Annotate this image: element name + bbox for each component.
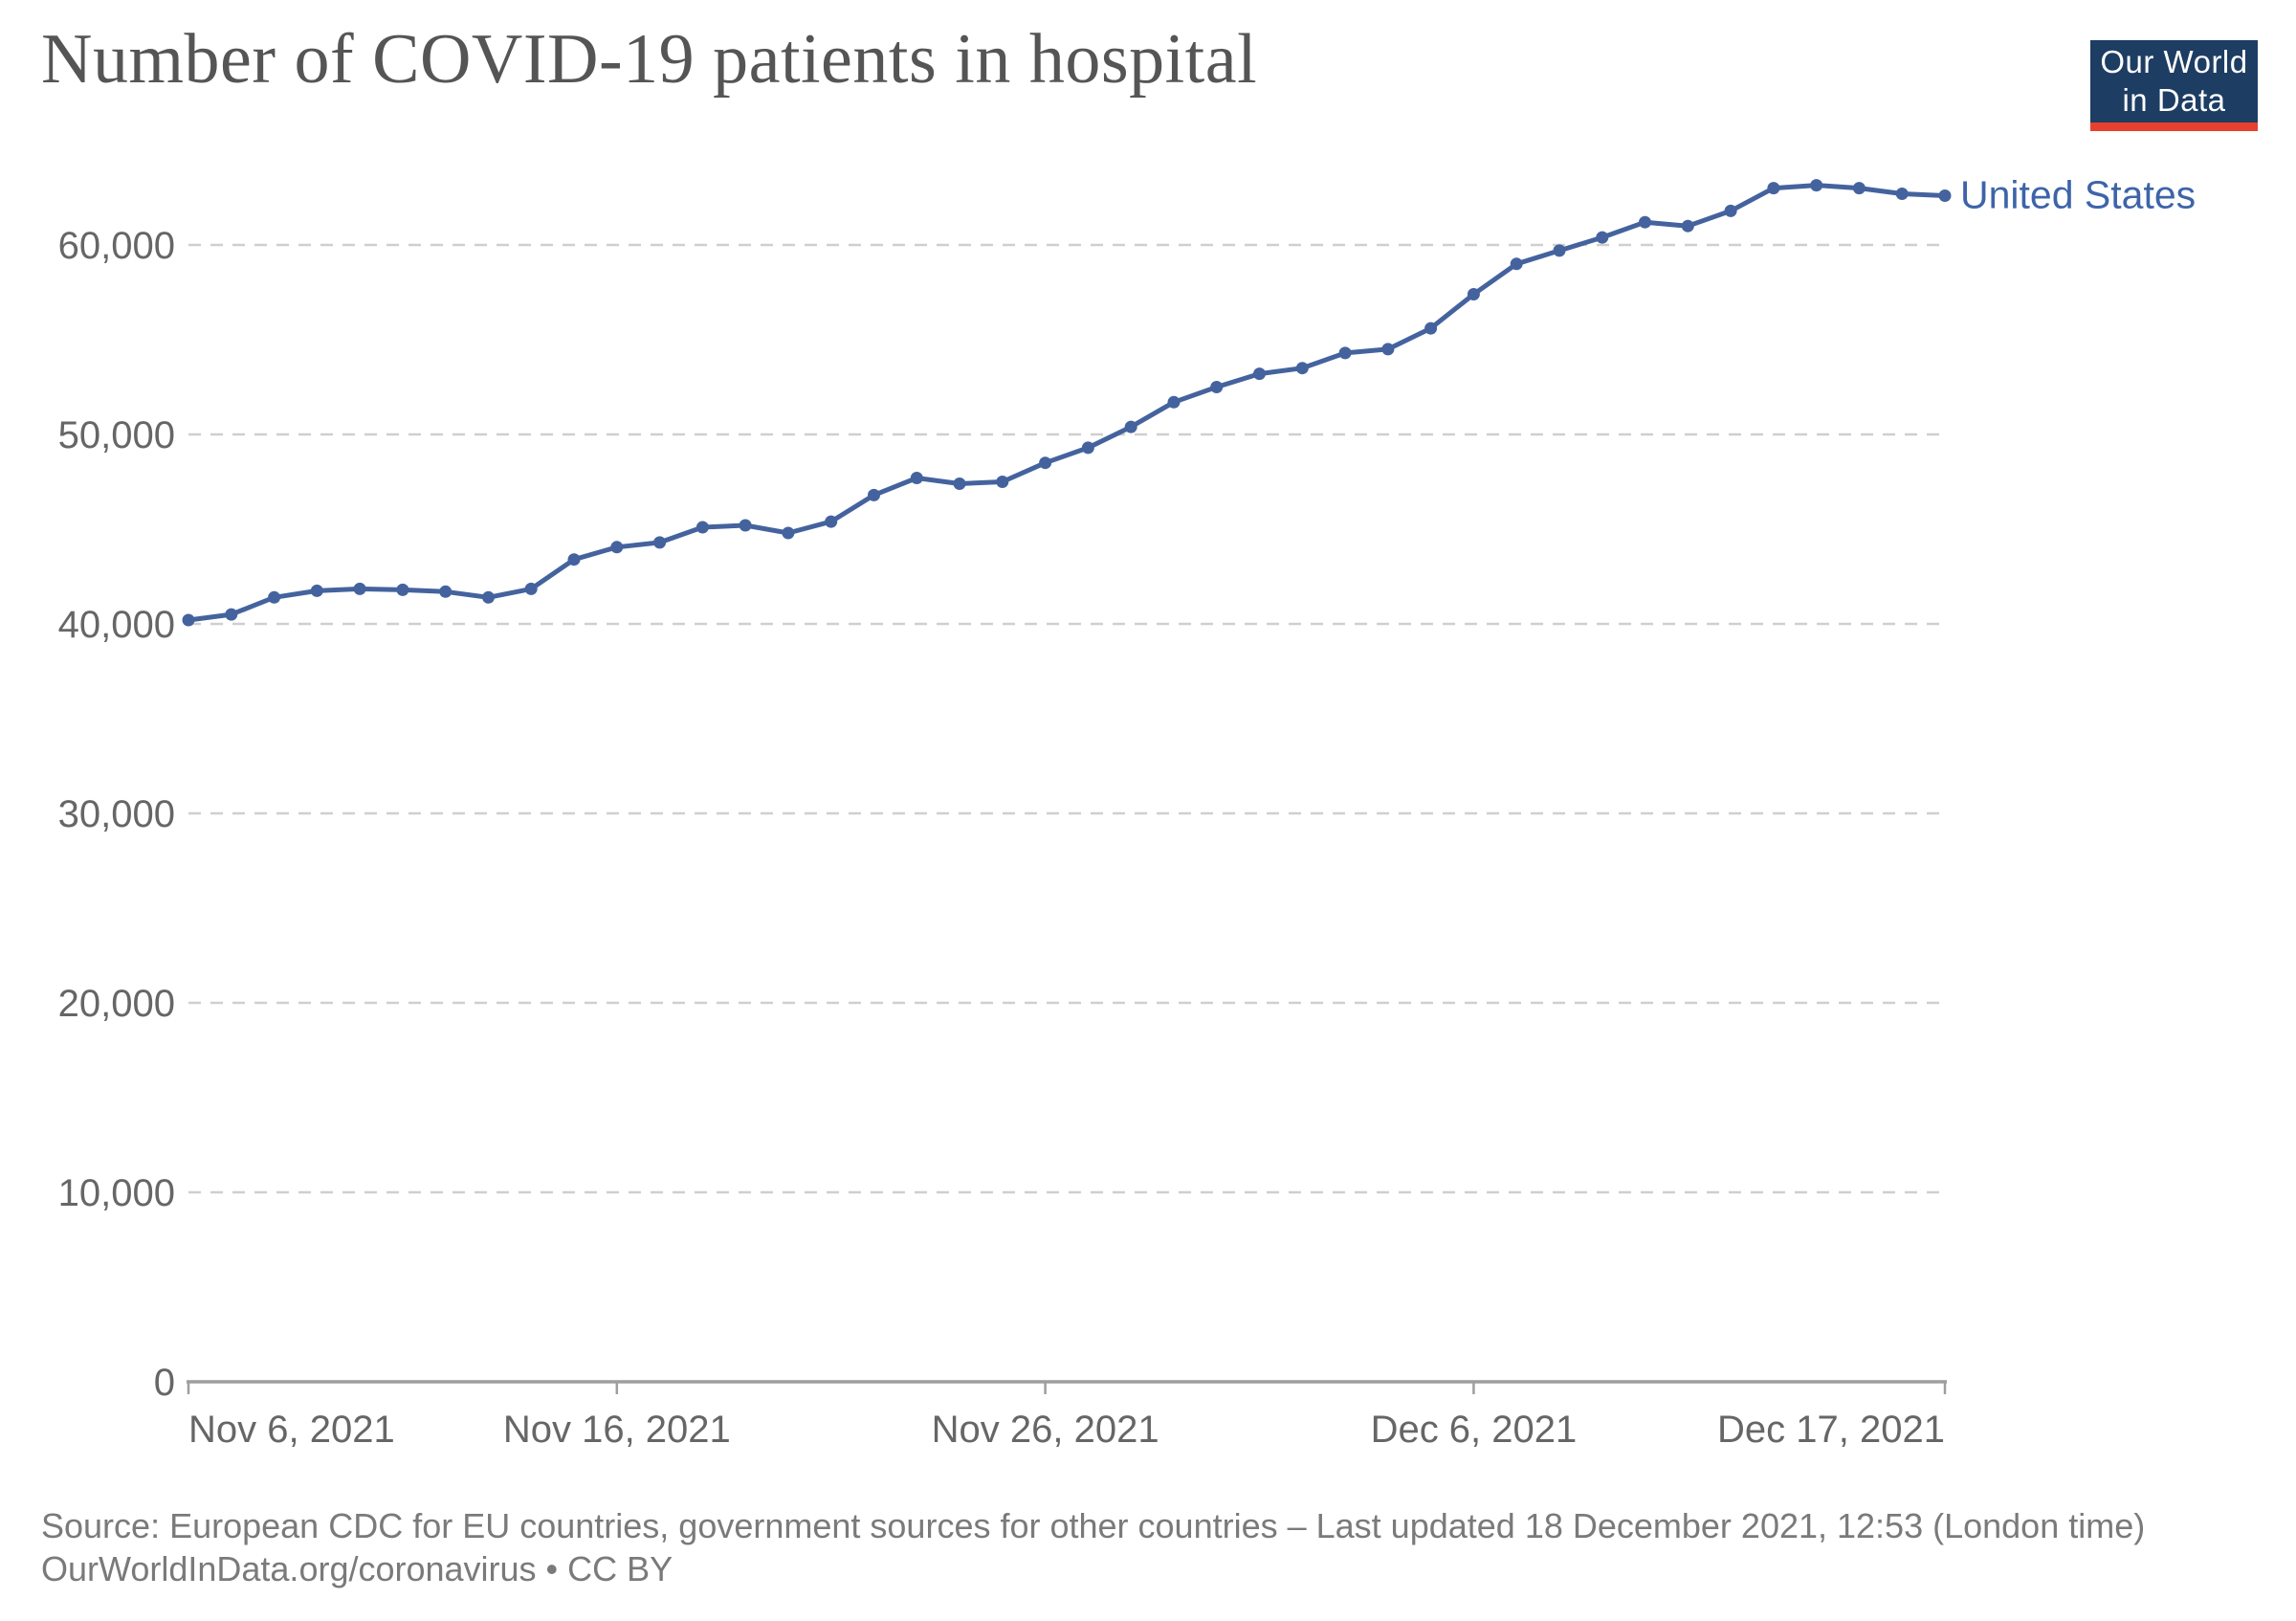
data-point-nov-28-2021[interactable] xyxy=(1124,420,1137,433)
data-point-dec-11-2021[interactable] xyxy=(1681,219,1694,233)
data-point-nov-6-2021[interactable] xyxy=(182,613,195,627)
footer: Source: European CDC for EU countries, g… xyxy=(41,1504,2145,1590)
data-point-nov-16-2021[interactable] xyxy=(610,541,624,554)
data-point-nov-19-2021[interactable] xyxy=(739,519,752,532)
data-point-dec-9-2021[interactable] xyxy=(1596,231,1609,244)
x-axis-label: Dec 17, 2021 xyxy=(1717,1409,1945,1451)
x-axis-label: Dec 6, 2021 xyxy=(1371,1409,1578,1451)
data-point-nov-24-2021[interactable] xyxy=(953,477,966,490)
logo-text-line2: in Data xyxy=(2122,82,2226,118)
series-label: United States xyxy=(1960,173,2196,217)
license-note: OurWorldInData.org/coronavirus • CC BY xyxy=(41,1549,673,1588)
data-point-nov-29-2021[interactable] xyxy=(1167,395,1181,409)
data-point-dec-2-2021[interactable] xyxy=(1295,362,1309,375)
data-point-nov-8-2021[interactable] xyxy=(268,590,281,604)
x-axis-label: Nov 26, 2021 xyxy=(932,1409,1159,1451)
data-point-nov-22-2021[interactable] xyxy=(868,488,880,501)
x-axis-label: Nov 6, 2021 xyxy=(188,1409,395,1451)
data-point-nov-25-2021[interactable] xyxy=(996,476,1009,488)
data-point-nov-10-2021[interactable] xyxy=(353,582,366,595)
data-point-dec-6-2021[interactable] xyxy=(1467,288,1480,300)
data-point-nov-12-2021[interactable] xyxy=(439,585,453,598)
data-point-dec-15-2021[interactable] xyxy=(1852,182,1866,195)
y-axis-label: 50,000 xyxy=(58,414,175,456)
y-axis-label: 10,000 xyxy=(58,1172,175,1214)
data-point-dec-16-2021[interactable] xyxy=(1895,188,1909,200)
page-title: Number of COVID-19 patients in hospital xyxy=(41,20,1258,99)
data-point-nov-21-2021[interactable] xyxy=(825,515,838,528)
logo-text-line1: Our World xyxy=(2100,44,2248,79)
data-point-nov-9-2021[interactable] xyxy=(310,584,323,597)
data-point-nov-27-2021[interactable] xyxy=(1081,441,1094,455)
data-point-nov-23-2021[interactable] xyxy=(910,472,923,484)
data-point-dec-14-2021[interactable] xyxy=(1810,179,1823,192)
data-point-dec-13-2021[interactable] xyxy=(1767,182,1780,195)
data-point-nov-17-2021[interactable] xyxy=(653,536,667,549)
y-axis-label: 40,000 xyxy=(58,604,175,646)
data-point-nov-18-2021[interactable] xyxy=(695,521,709,534)
data-point-nov-11-2021[interactable] xyxy=(396,583,409,596)
data-point-nov-13-2021[interactable] xyxy=(482,590,495,604)
y-axis-label: 20,000 xyxy=(58,983,175,1025)
data-point-nov-7-2021[interactable] xyxy=(225,608,238,621)
y-axis-label: 60,000 xyxy=(58,225,175,267)
data-point-nov-30-2021[interactable] xyxy=(1210,381,1224,393)
data-point-nov-20-2021[interactable] xyxy=(782,526,795,540)
x-axis-label: Nov 16, 2021 xyxy=(503,1409,731,1451)
data-point-dec-3-2021[interactable] xyxy=(1338,346,1352,360)
data-point-nov-26-2021[interactable] xyxy=(1039,456,1052,470)
data-point-dec-12-2021[interactable] xyxy=(1724,204,1737,217)
data-point-nov-15-2021[interactable] xyxy=(567,553,581,566)
data-point-dec-10-2021[interactable] xyxy=(1639,215,1651,229)
data-point-dec-8-2021[interactable] xyxy=(1553,244,1566,257)
data-point-dec-17-2021[interactable] xyxy=(1938,189,1952,202)
data-point-dec-4-2021[interactable] xyxy=(1381,343,1395,356)
y-axis-label: 0 xyxy=(154,1362,175,1404)
data-point-dec-5-2021[interactable] xyxy=(1424,322,1438,335)
data-point-dec-1-2021[interactable] xyxy=(1253,367,1266,381)
source-note: Source: European CDC for EU countries, g… xyxy=(41,1506,2146,1545)
data-line xyxy=(186,183,1948,623)
owid-logo: Our World in Data xyxy=(2090,40,2258,131)
y-axis-label: 30,000 xyxy=(58,793,175,835)
data-point-nov-14-2021[interactable] xyxy=(524,582,538,595)
data-point-dec-7-2021[interactable] xyxy=(1510,257,1523,271)
